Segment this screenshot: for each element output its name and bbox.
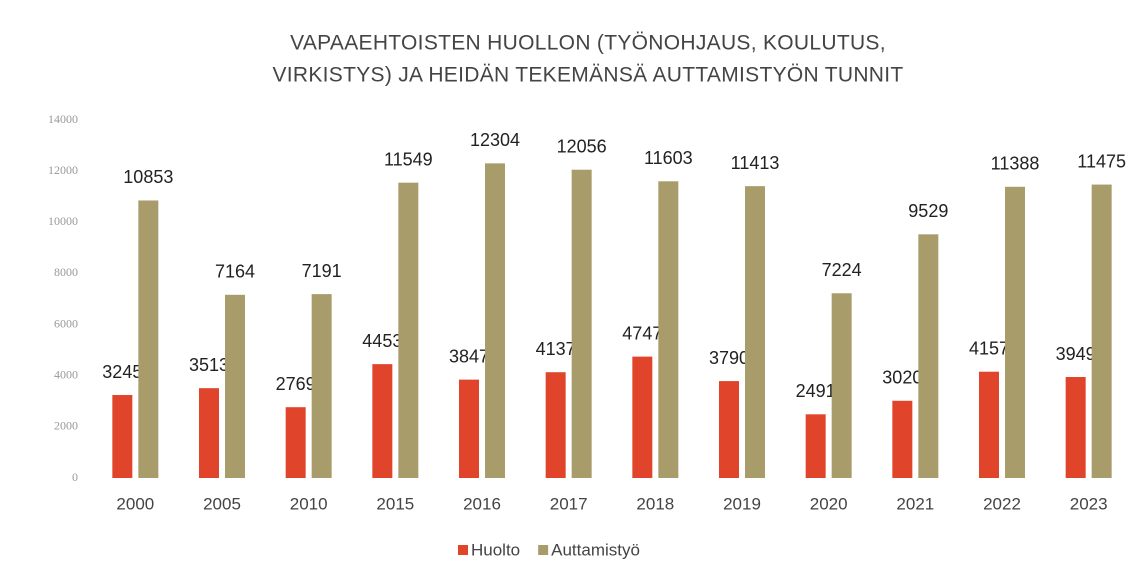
- legend-label: Huolto: [471, 540, 520, 559]
- value-label: 11413: [731, 153, 780, 173]
- y-tick-label: 0: [72, 470, 78, 484]
- bar: [1005, 186, 1025, 478]
- value-label: 11603: [644, 148, 693, 168]
- bar: [225, 294, 245, 478]
- y-tick-label: 12000: [48, 163, 78, 177]
- legend-swatch: [538, 545, 549, 555]
- x-tick-label: 2019: [723, 494, 761, 513]
- bar: [805, 414, 826, 478]
- bar: [1065, 377, 1086, 478]
- x-tick-label: 2020: [810, 494, 848, 513]
- x-tick-label: 2000: [116, 494, 154, 513]
- value-label: 3790: [709, 348, 749, 368]
- x-tick-label: 2017: [550, 494, 588, 513]
- value-label: 3847: [449, 346, 489, 366]
- bar: [745, 186, 765, 478]
- value-label: 10853: [123, 167, 173, 187]
- y-tick-label: 14000: [48, 112, 78, 126]
- y-tick-label: 2000: [54, 419, 78, 433]
- bar: [571, 169, 592, 478]
- value-label: 11549: [384, 149, 433, 169]
- value-label: 11475: [1077, 151, 1126, 171]
- bar: [459, 379, 479, 478]
- bar: [632, 356, 653, 478]
- value-label: 2491: [796, 381, 836, 401]
- value-label: 4453: [362, 331, 402, 351]
- bar: [892, 400, 913, 478]
- bar: [719, 381, 739, 478]
- bar: [831, 293, 852, 478]
- x-tick-label: 2005: [203, 494, 241, 513]
- x-tick-label: 2010: [290, 494, 328, 513]
- value-label: 11388: [991, 154, 1040, 174]
- value-label: 4137: [536, 339, 576, 359]
- chart-title: VAPAAEHTOISTEN HUOLLON (TYÖNOHJAUS, KOUL…: [290, 32, 886, 55]
- value-label: 2769: [276, 374, 316, 394]
- bar: [545, 372, 566, 478]
- legend-swatch: [458, 545, 468, 555]
- bar: [398, 182, 419, 478]
- bar: [112, 395, 133, 478]
- chart-title: VIRKISTYS) JA HEIDÄN TEKEMÄNSÄ AUTTAMIST…: [272, 64, 903, 87]
- value-label: 7191: [302, 261, 342, 281]
- bar: [285, 407, 306, 478]
- value-label: 4747: [622, 323, 662, 343]
- value-label: 9529: [908, 201, 948, 221]
- bar: [1091, 184, 1112, 478]
- bar: [138, 200, 159, 479]
- x-tick-label: 2021: [896, 494, 934, 513]
- y-tick-label: 4000: [54, 367, 78, 381]
- bar: [199, 388, 219, 478]
- legend-label: Auttamistyö: [551, 540, 640, 559]
- value-label: 3245: [102, 362, 142, 382]
- value-label: 12304: [470, 130, 520, 150]
- value-label: 7224: [822, 260, 862, 280]
- x-tick-label: 2016: [463, 494, 501, 513]
- x-tick-label: 2018: [636, 494, 674, 513]
- y-tick-label: 10000: [48, 214, 78, 228]
- value-label: 3513: [189, 355, 229, 375]
- bar: [979, 371, 999, 478]
- x-tick-label: 2015: [376, 494, 414, 513]
- value-label: 3020: [882, 368, 922, 388]
- bar: [311, 294, 332, 478]
- x-tick-label: 2023: [1070, 494, 1108, 513]
- bar: [372, 364, 393, 478]
- value-label: 3949: [1056, 344, 1096, 364]
- y-tick-label: 8000: [54, 265, 78, 279]
- y-tick-label: 6000: [54, 316, 78, 330]
- value-label: 12056: [557, 136, 607, 156]
- value-label: 7164: [215, 262, 255, 282]
- bar: [485, 163, 505, 478]
- value-label: 4157: [969, 338, 1009, 358]
- bar: [658, 181, 679, 478]
- x-tick-label: 2022: [983, 494, 1021, 513]
- bar: [918, 234, 939, 478]
